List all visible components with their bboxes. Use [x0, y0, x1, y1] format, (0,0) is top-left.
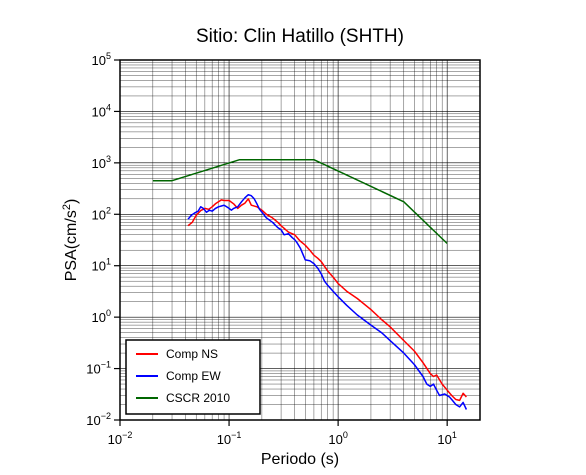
- y-axis-title-base: PSA(cm/s: [63, 210, 80, 281]
- y-tick-label-exp: 3: [106, 154, 111, 164]
- legend-label: CSCR 2010: [166, 391, 230, 405]
- x-tick-label: 10−2: [108, 430, 133, 447]
- y-tick-label: 103: [92, 154, 111, 171]
- y-tick-label-base: 10: [92, 207, 106, 222]
- x-axis-title: Periodo (s): [261, 451, 339, 468]
- y-tick-label-base: 10: [92, 156, 106, 171]
- plot-frame: [119, 59, 481, 421]
- x-tick-label-exp: −2: [122, 430, 132, 440]
- y-tick-label-base: 10: [92, 310, 106, 325]
- y-tick-label: 102: [92, 205, 111, 222]
- y-tick-label: 101: [92, 257, 111, 274]
- x-tick-label-exp: −1: [231, 430, 241, 440]
- y-tick-label-exp: 1: [106, 257, 111, 267]
- y-tick-label-exp: 2: [106, 205, 111, 215]
- y-tick-label-base: 10: [86, 362, 100, 377]
- series-layer: [152, 158, 468, 410]
- series-line-2: [187, 193, 468, 410]
- x-tick-label: 101: [437, 430, 456, 447]
- x-tick-label: 100: [328, 430, 347, 447]
- ticks: [114, 59, 448, 426]
- x-tick-label-exp: 0: [343, 430, 348, 440]
- x-tick-label-exp: 1: [452, 430, 457, 440]
- series-line-3: [152, 158, 448, 245]
- x-tick-label: 10−1: [217, 430, 242, 447]
- y-tick-label-exp: −1: [101, 360, 111, 370]
- y-tick-label-base: 10: [92, 259, 106, 274]
- y-tick-label: 105: [92, 51, 111, 68]
- y-tick-label-exp: −2: [101, 411, 111, 421]
- y-tick-label-base: 10: [92, 104, 106, 119]
- x-tick-label-base: 10: [328, 432, 342, 447]
- legend: Comp NS Comp EW CSCR 2010: [125, 339, 261, 415]
- y-tick-label: 10−2: [86, 411, 111, 428]
- legend-label: Comp EW: [166, 369, 221, 383]
- y-tick-label-base: 10: [86, 413, 100, 428]
- series-line-1: [187, 198, 467, 402]
- y-tick-label-exp: 0: [106, 308, 111, 318]
- x-tick-label-base: 10: [108, 432, 122, 447]
- y-axis-title: PSA(cm/s2): [61, 199, 80, 282]
- y-tick-label-base: 10: [92, 53, 106, 68]
- y-tick-label: 10−1: [86, 360, 111, 377]
- y-axis-title-exp: 2: [61, 204, 73, 210]
- grid: [119, 59, 481, 421]
- y-tick-label-exp: 5: [106, 51, 111, 61]
- x-tick-labels: 10−2 10−1 100 101: [108, 430, 457, 447]
- y-tick-label: 100: [92, 308, 111, 325]
- chart-title: Sitio: Clin Hatillo (SHTH): [196, 26, 404, 47]
- y-tick-label-exp: 4: [106, 102, 111, 112]
- legend-label: Comp NS: [166, 347, 218, 361]
- y-tick-label: 104: [92, 102, 111, 119]
- legend-items: Comp NS Comp EW CSCR 2010: [136, 347, 230, 405]
- y-axis-title-close: ): [63, 199, 80, 204]
- x-tick-label-base: 10: [217, 432, 231, 447]
- x-tick-label-base: 10: [437, 432, 451, 447]
